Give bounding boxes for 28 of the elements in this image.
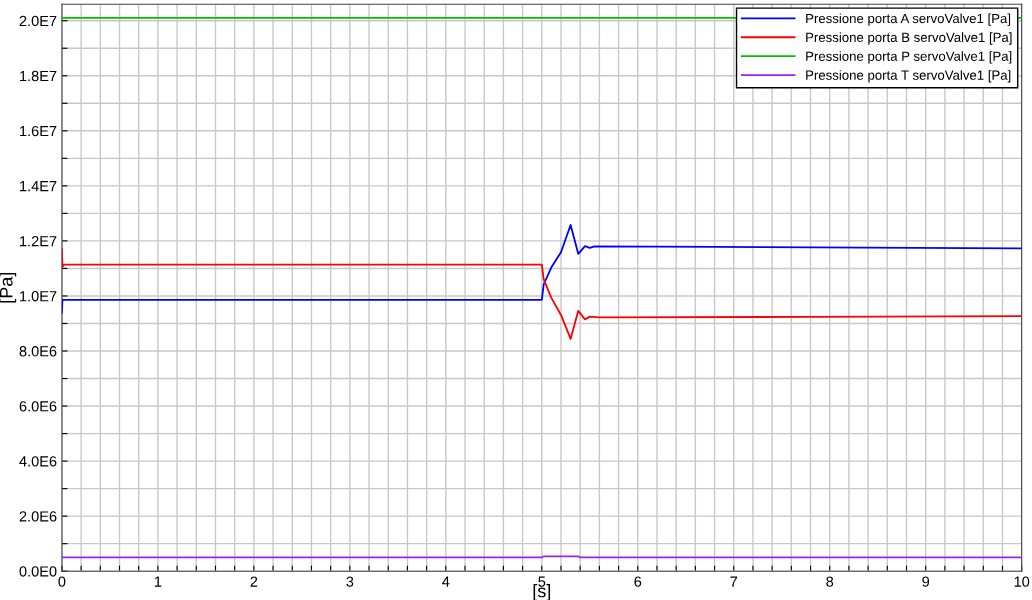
- y-tick-label: 8.0E6: [19, 346, 57, 357]
- legend-label: Pressione porta P servoValve1 [Pa]: [806, 51, 1012, 64]
- y-tick-label: 1.2E7: [20, 236, 57, 247]
- line-series: [61, 224, 1022, 314]
- y-tick-label: 4.0E6: [19, 456, 57, 467]
- y-tick-label: 2.0E6: [19, 511, 57, 522]
- x-tick-label: 7: [730, 576, 738, 587]
- y-tick-label: 1.8E7: [20, 70, 57, 82]
- y-tick-label: 1.4E7: [20, 181, 57, 192]
- line-series: [61, 248, 1022, 340]
- legend-label: Pressione porta T servoValve1 [Pa]: [806, 70, 1011, 83]
- x-tick-label: 9: [922, 576, 930, 587]
- legend-label: Pressione porta A servoValve1 [Pa]: [806, 13, 1011, 26]
- x-tick-label: 1: [154, 576, 162, 587]
- x-tick-label: 2: [250, 576, 258, 587]
- legend-label: Pressione porta B servoValve1 [Pa]: [806, 32, 1012, 45]
- y-tick-label: 1.6E7: [20, 125, 57, 137]
- y-tick-label: 0.0E0: [19, 566, 57, 577]
- x-tick-label: 0: [58, 576, 66, 587]
- x-tick-label: 8: [826, 576, 834, 587]
- x-tick-label: 10: [1014, 576, 1030, 587]
- x-tick-label: 6: [634, 576, 642, 587]
- x-tick-label: 3: [346, 576, 354, 587]
- y-tick-label: 1.0E7: [20, 291, 57, 302]
- x-tick-label: 4: [442, 576, 450, 587]
- y-tick-label: 2.0E7: [19, 15, 57, 27]
- y-tick-label: 6.0E6: [19, 401, 57, 412]
- y-axis-title: [Pa]: [0, 272, 17, 303]
